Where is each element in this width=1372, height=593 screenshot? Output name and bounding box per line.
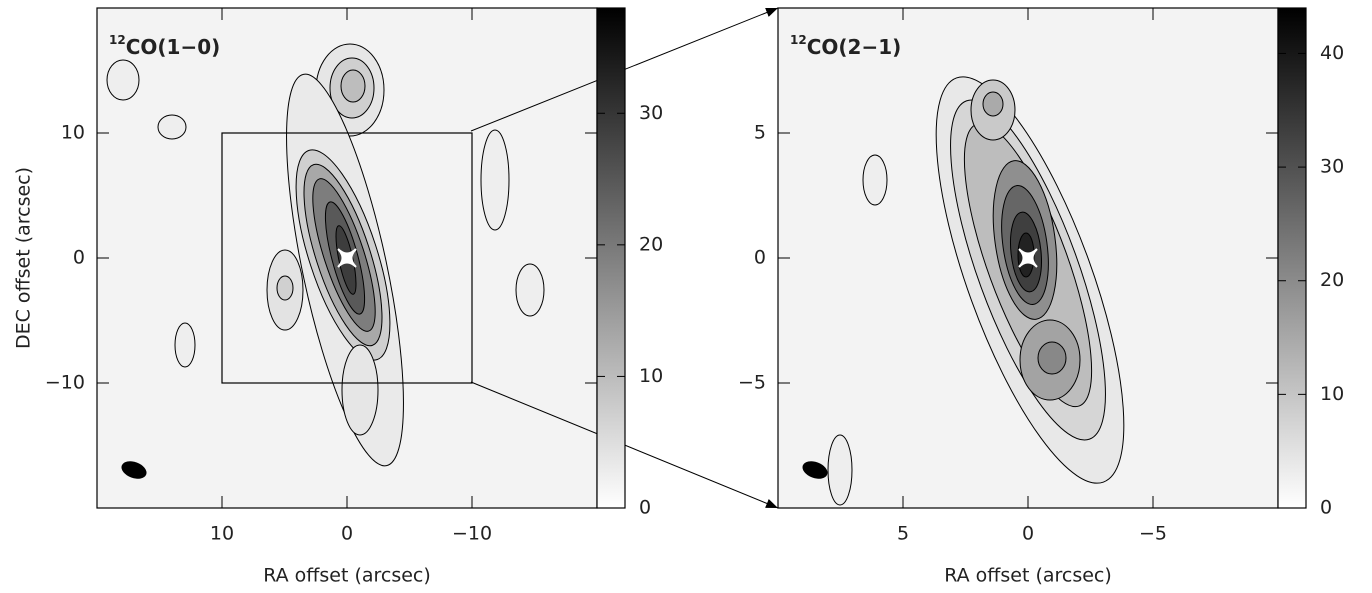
colorbar-label: 20	[639, 233, 663, 255]
contours	[802, 76, 1125, 506]
inset-box	[221, 132, 473, 384]
source-marker	[337, 248, 357, 268]
source-marker	[1018, 248, 1038, 268]
x-tick-label: 0	[1022, 523, 1034, 545]
colorbar-label: 10	[639, 365, 663, 387]
x-axis-label: RA offset (arcsec)	[263, 565, 431, 587]
colorbar	[1277, 7, 1307, 509]
y-tick-label: 0	[73, 247, 85, 269]
panel-title: 12CO(1−0)	[109, 33, 220, 59]
y-tick-label: 5	[754, 122, 766, 144]
colorbar-label: 0	[639, 497, 651, 519]
colorbar	[596, 7, 626, 509]
colorbar-label: 10	[1320, 383, 1344, 405]
x-axis-label: RA offset (arcsec)	[944, 565, 1112, 587]
colorbar-label: 20	[1320, 269, 1344, 291]
title-text: CO(2−1)	[807, 35, 902, 59]
y-axis-label: DEC offset (arcsec)	[13, 167, 35, 349]
x-tick-label: 5	[897, 523, 909, 545]
title-superscript: 12	[109, 33, 126, 47]
colorbar-label: 30	[1320, 156, 1344, 178]
x-tick-label: 0	[341, 523, 353, 545]
colorbar-label: 30	[639, 102, 663, 124]
x-tick-label: 10	[210, 523, 234, 545]
y-tick-label: 0	[754, 247, 766, 269]
colorbar-label: 0	[1320, 497, 1332, 519]
y-tick-label: 10	[61, 122, 85, 144]
panel-title: 12CO(2−1)	[790, 33, 901, 59]
title-superscript: 12	[790, 33, 807, 47]
y-tick-label: −5	[738, 372, 766, 394]
contours	[106, 43, 545, 479]
x-tick-label: −10	[452, 523, 492, 545]
colorbar-label: 40	[1320, 42, 1344, 64]
x-tick-label: −5	[1139, 523, 1167, 545]
y-tick-label: −10	[45, 372, 85, 394]
title-text: CO(1−0)	[126, 35, 221, 59]
